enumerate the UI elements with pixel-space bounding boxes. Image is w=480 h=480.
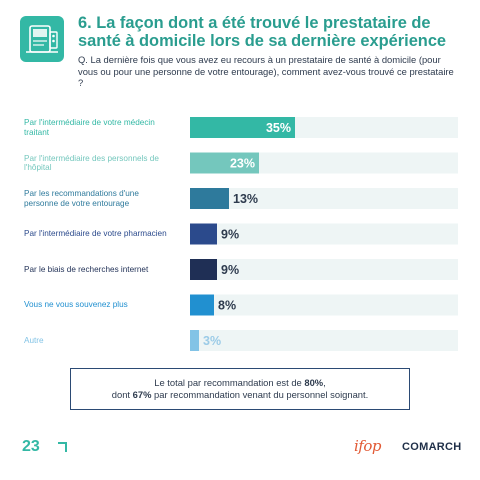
question-text: Q. La dernière fois que vous avez eu rec…	[78, 54, 454, 88]
bar	[190, 117, 295, 138]
bar-track	[190, 330, 458, 351]
bar-chart-svg: 35% 23% 13% 9% 9% 8% 3%	[190, 117, 458, 351]
ifop-logo: ifop	[354, 437, 381, 455]
bar	[190, 188, 229, 209]
category-label: Par les recommandations d'une personne d…	[24, 189, 139, 208]
bar	[190, 294, 214, 316]
bar-track	[190, 188, 458, 209]
bar-track	[190, 223, 458, 245]
corner-mark	[58, 442, 67, 452]
summary-line-1-suffix: ,	[323, 377, 326, 388]
summary-line-2-prefix: dont	[111, 389, 133, 400]
category-label: Par l'intermédiaire de votre pharmacien	[24, 229, 167, 238]
category-label: Par le biais de recherches internet	[24, 264, 149, 274]
bar	[190, 330, 199, 351]
comarch-logo: COMARCH	[402, 441, 462, 453]
summary-line-1-prefix: Le total par recommandation est de	[154, 377, 305, 388]
category-label: Vous ne vous souvenez plus	[24, 300, 128, 309]
summary-line-2-suffix: par recommandation venant du personnel s…	[151, 389, 369, 400]
bar-value-label: 8%	[218, 299, 236, 313]
bar-track	[190, 294, 458, 316]
bar-chart: 35% 23% 13% 9% 9% 8% 3% Par l'intermédiaire de…	[0, 108, 480, 358]
summary-line-2-value: 67%	[132, 389, 152, 400]
summary-line-1-value: 80%	[304, 377, 324, 388]
bar-value-label: 13%	[233, 192, 258, 206]
summary-line-1: Le total par recommandation est de 80%,	[71, 377, 409, 389]
category-label: Par l'intermédiaire de votre médecin tra…	[24, 118, 155, 137]
page-title: 6. La façon dont a été trouvé le prestat…	[78, 14, 447, 50]
bar	[190, 223, 217, 245]
bar-value-label: 23%	[230, 157, 255, 171]
bar-value-label: 9%	[221, 263, 239, 277]
bar	[190, 152, 259, 174]
category-label: Autre	[24, 335, 44, 345]
page-number: 23	[22, 438, 40, 455]
bar-value-label: 35%	[266, 121, 291, 135]
bar-track	[190, 259, 458, 280]
category-label: Par l'intermédiaire des personnels de l'…	[24, 153, 159, 173]
summary-box: Le total par recommandation est de 80%, …	[70, 368, 410, 410]
bar-value-label: 3%	[203, 334, 221, 348]
bar-value-label: 9%	[221, 228, 239, 242]
medical-devices-icon	[20, 16, 64, 62]
bar	[190, 259, 217, 280]
summary-line-2: dont 67% par recommandation venant du pe…	[71, 389, 409, 401]
